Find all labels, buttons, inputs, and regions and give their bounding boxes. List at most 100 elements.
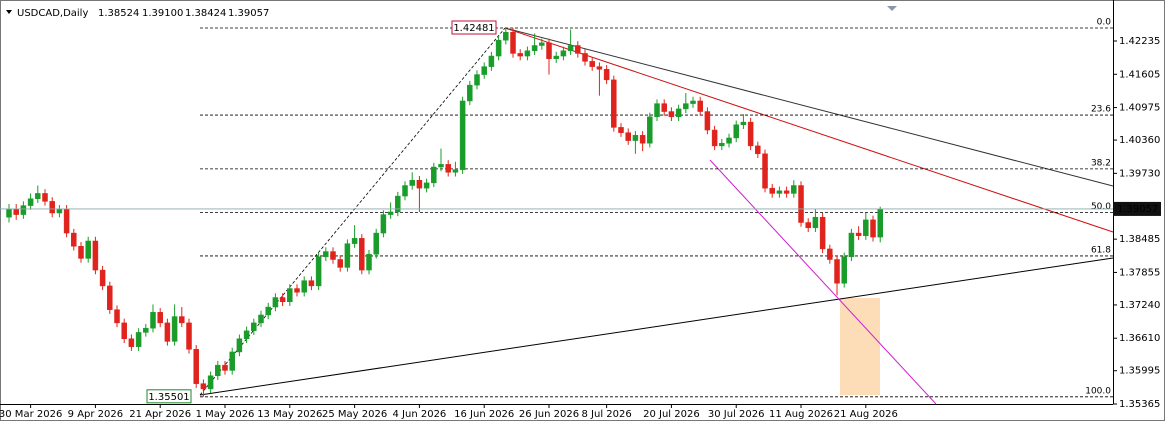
candle-body [481, 66, 487, 75]
candle-body [71, 232, 77, 247]
candle-body [452, 169, 459, 173]
candle-body [495, 39, 502, 57]
y-tick-label: 1.40975 [1119, 103, 1160, 114]
candle-body [157, 312, 163, 324]
y-tick-label: 1.41605 [1119, 69, 1160, 80]
candle-body [366, 253, 372, 271]
candle-body [632, 135, 639, 141]
x-tick-label: 13 May 2026 [257, 409, 322, 420]
candle-body [603, 69, 610, 81]
candle-body [791, 185, 797, 194]
candle-body [107, 285, 113, 310]
candle-body [359, 238, 365, 271]
candle-body [164, 322, 171, 342]
candle-body [380, 214, 387, 234]
x-tick-label: 9 Apr 2026 [68, 409, 123, 420]
y-tick-label: 1.36610 [1119, 333, 1160, 344]
fibo-high-tag: 1.42481 [453, 23, 494, 34]
candle-body [193, 349, 199, 384]
candle-body [258, 314, 264, 324]
candle-body [711, 129, 718, 147]
candle-body [63, 209, 70, 234]
candle-body [49, 201, 55, 214]
low-label: 1.38424 [185, 8, 226, 19]
y-tick-label: 1.35995 [1119, 366, 1160, 377]
fibo-label: 38.2 [1091, 158, 1111, 168]
candle-body [524, 50, 531, 57]
candle-body [827, 248, 833, 260]
candle-body [726, 137, 732, 144]
candle-body [294, 288, 300, 293]
candle-body [834, 259, 840, 284]
candle-body [200, 383, 207, 390]
candle-body [553, 55, 559, 59]
candle-body [330, 251, 336, 260]
x-tick-label: 21 Aug 2026 [834, 409, 898, 420]
candle-body [56, 209, 63, 214]
candle-body [179, 316, 185, 324]
candle-body [423, 182, 430, 189]
x-tick-label: 16 Jun 2026 [454, 409, 514, 420]
candle-body [251, 322, 257, 332]
candle-body [243, 330, 250, 339]
candle-body [589, 61, 595, 67]
candle-body [546, 42, 552, 59]
x-tick-label: 30 Jul 2026 [708, 409, 765, 420]
candle-body [639, 135, 646, 144]
fibo-label: 100.0 [1085, 386, 1111, 396]
fibo-label: 61.8 [1091, 245, 1111, 255]
candle-body [870, 219, 876, 238]
candle-body [855, 232, 862, 236]
x-tick-label: 26 Jun 2026 [519, 409, 579, 420]
candle-body [344, 243, 351, 268]
y-tick-label: 1.39730 [1119, 168, 1160, 179]
price-tag: 1.39057 [1117, 204, 1158, 215]
candle-body [755, 145, 761, 155]
candle-body [647, 116, 653, 144]
candle-body [798, 185, 804, 223]
open-label: 1.38524 [98, 8, 139, 19]
candle-body [315, 256, 322, 287]
candle-body [625, 132, 631, 141]
candle-body [474, 74, 480, 86]
candle-body [661, 103, 667, 112]
x-tick-label: 1 May 2026 [196, 409, 255, 420]
x-tick-label: 4 Jun 2026 [393, 409, 447, 420]
candle-body [539, 42, 545, 46]
y-tick-label: 1.40360 [1119, 135, 1160, 146]
candle-body [467, 84, 473, 102]
candle-body [618, 127, 624, 133]
candle-body [351, 238, 358, 244]
candle-body [596, 66, 603, 70]
candle-body [301, 280, 307, 293]
fibo-low-tag-box [146, 389, 192, 404]
candle-body [560, 50, 567, 57]
candle-body [42, 193, 48, 202]
candle-body [740, 121, 747, 126]
candle-body [488, 55, 495, 67]
candle-body [733, 124, 739, 139]
y-tick-label: 1.37855 [1119, 267, 1160, 278]
trend-line [504, 27, 1114, 187]
high-label: 1.39100 [142, 8, 183, 19]
plot: 1.42235 1.41605 1.40975 1.40360 1.39730 1.384… [0, 18, 1161, 420]
highlight-box [840, 298, 880, 395]
close-label: 1.39057 [228, 8, 269, 19]
candle-body [373, 232, 379, 255]
candle-body [143, 327, 149, 333]
candle-body [135, 332, 142, 347]
candle-body [459, 100, 466, 170]
trend-line [504, 27, 1114, 233]
candle-body [819, 216, 826, 250]
fibo-label: 23.6 [1091, 105, 1111, 115]
candle-body [690, 100, 696, 104]
y-tick-label: 1.42235 [1119, 36, 1160, 47]
trend-line [199, 257, 1114, 396]
candle-body [272, 297, 279, 308]
fibo-high-tag-box [451, 20, 497, 35]
candle-body [531, 45, 538, 52]
candle-body [27, 198, 34, 206]
candle-body [863, 219, 869, 236]
x-tick-label: 21 Apr 2026 [129, 409, 191, 420]
